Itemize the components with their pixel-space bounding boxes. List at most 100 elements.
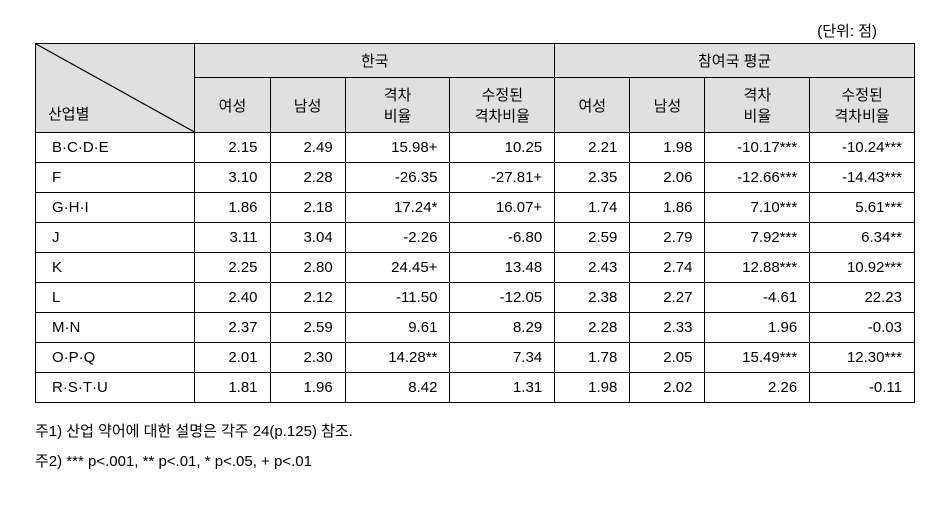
cell: 8.29 bbox=[450, 313, 555, 343]
cell: 2.01 bbox=[195, 343, 270, 373]
cell: 2.80 bbox=[270, 253, 345, 283]
col-header-part-gap: 격차비율 bbox=[705, 78, 810, 133]
footnote-2: 주2) *** p<.001, ** p<.01, * p<.05, + p<.… bbox=[35, 447, 907, 477]
cell: -14.43*** bbox=[810, 163, 915, 193]
cell: -4.61 bbox=[705, 283, 810, 313]
cell: 1.98 bbox=[630, 133, 705, 163]
cell: 2.43 bbox=[555, 253, 630, 283]
cell: 7.10*** bbox=[705, 193, 810, 223]
cell: 12.88*** bbox=[705, 253, 810, 283]
table-row: L 2.40 2.12 -11.50 -12.05 2.38 2.27 -4.6… bbox=[36, 283, 915, 313]
cell: 5.61*** bbox=[810, 193, 915, 223]
cell: -6.80 bbox=[450, 223, 555, 253]
cell: 1.86 bbox=[195, 193, 270, 223]
cell: 2.38 bbox=[555, 283, 630, 313]
cell: -2.26 bbox=[345, 223, 450, 253]
cell: 3.10 bbox=[195, 163, 270, 193]
cell: 10.92*** bbox=[810, 253, 915, 283]
table-row: M·N 2.37 2.59 9.61 8.29 2.28 2.33 1.96 -… bbox=[36, 313, 915, 343]
cell: 2.35 bbox=[555, 163, 630, 193]
table-row: B·C·D·E 2.15 2.49 15.98+ 10.25 2.21 1.98… bbox=[36, 133, 915, 163]
cell: 3.04 bbox=[270, 223, 345, 253]
corner-header: 산업별 bbox=[36, 44, 195, 133]
cell: 8.42 bbox=[345, 373, 450, 403]
cell: 2.33 bbox=[630, 313, 705, 343]
col-header-korea-male: 남성 bbox=[270, 78, 345, 133]
footnotes: 주1) 산업 약어에 대한 설명은 각주 24(p.125) 참조. 주2) *… bbox=[35, 417, 907, 477]
unit-label: (단위: 점) bbox=[20, 20, 907, 41]
cell: 3.11 bbox=[195, 223, 270, 253]
cell: -10.17*** bbox=[705, 133, 810, 163]
row-label: L bbox=[36, 283, 195, 313]
cell: 15.49*** bbox=[705, 343, 810, 373]
col-header-part-adjgap: 수정된격차비율 bbox=[810, 78, 915, 133]
table-body: B·C·D·E 2.15 2.49 15.98+ 10.25 2.21 1.98… bbox=[36, 133, 915, 403]
cell: -26.35 bbox=[345, 163, 450, 193]
cell: 12.30*** bbox=[810, 343, 915, 373]
cell: 16.07+ bbox=[450, 193, 555, 223]
cell: 2.25 bbox=[195, 253, 270, 283]
cell: 6.34** bbox=[810, 223, 915, 253]
cell: -11.50 bbox=[345, 283, 450, 313]
cell: 1.86 bbox=[630, 193, 705, 223]
cell: 2.06 bbox=[630, 163, 705, 193]
col-header-part-female: 여성 bbox=[555, 78, 630, 133]
row-label: G·H·I bbox=[36, 193, 195, 223]
col-header-korea-gap: 격차비율 bbox=[345, 78, 450, 133]
cell: 1.96 bbox=[270, 373, 345, 403]
cell: -12.05 bbox=[450, 283, 555, 313]
cell: 2.27 bbox=[630, 283, 705, 313]
cell: 15.98+ bbox=[345, 133, 450, 163]
cell: -0.03 bbox=[810, 313, 915, 343]
cell: 2.30 bbox=[270, 343, 345, 373]
cell: 1.81 bbox=[195, 373, 270, 403]
cell: 2.18 bbox=[270, 193, 345, 223]
cell: 2.21 bbox=[555, 133, 630, 163]
cell: 2.28 bbox=[270, 163, 345, 193]
group-header-korea: 한국 bbox=[195, 44, 555, 78]
row-label: K bbox=[36, 253, 195, 283]
row-label: J bbox=[36, 223, 195, 253]
group-header-participants: 참여국 평균 bbox=[555, 44, 915, 78]
cell: 1.78 bbox=[555, 343, 630, 373]
row-label: O·P·Q bbox=[36, 343, 195, 373]
table-row: O·P·Q 2.01 2.30 14.28** 7.34 1.78 2.05 1… bbox=[36, 343, 915, 373]
col-header-part-male: 남성 bbox=[630, 78, 705, 133]
cell: 2.28 bbox=[555, 313, 630, 343]
cell: 14.28** bbox=[345, 343, 450, 373]
row-label: M·N bbox=[36, 313, 195, 343]
row-label: B·C·D·E bbox=[36, 133, 195, 163]
table-row: J 3.11 3.04 -2.26 -6.80 2.59 2.79 7.92**… bbox=[36, 223, 915, 253]
cell: 1.96 bbox=[705, 313, 810, 343]
cell: 2.79 bbox=[630, 223, 705, 253]
footnote-1: 주1) 산업 약어에 대한 설명은 각주 24(p.125) 참조. bbox=[35, 417, 907, 447]
cell: -12.66*** bbox=[705, 163, 810, 193]
table-row: F 3.10 2.28 -26.35 -27.81+ 2.35 2.06 -12… bbox=[36, 163, 915, 193]
cell: -27.81+ bbox=[450, 163, 555, 193]
cell: 13.48 bbox=[450, 253, 555, 283]
row-label: R·S·T·U bbox=[36, 373, 195, 403]
cell: 2.59 bbox=[270, 313, 345, 343]
cell: 17.24* bbox=[345, 193, 450, 223]
cell: 1.74 bbox=[555, 193, 630, 223]
cell: 10.25 bbox=[450, 133, 555, 163]
cell: 2.37 bbox=[195, 313, 270, 343]
cell: 7.34 bbox=[450, 343, 555, 373]
cell: 1.98 bbox=[555, 373, 630, 403]
cell: 2.40 bbox=[195, 283, 270, 313]
col-header-korea-female: 여성 bbox=[195, 78, 270, 133]
table-row: K 2.25 2.80 24.45+ 13.48 2.43 2.74 12.88… bbox=[36, 253, 915, 283]
cell: 2.59 bbox=[555, 223, 630, 253]
cell: 24.45+ bbox=[345, 253, 450, 283]
cell: 2.02 bbox=[630, 373, 705, 403]
cell: -0.11 bbox=[810, 373, 915, 403]
table-row: G·H·I 1.86 2.18 17.24* 16.07+ 1.74 1.86 … bbox=[36, 193, 915, 223]
cell: 2.15 bbox=[195, 133, 270, 163]
cell: -10.24*** bbox=[810, 133, 915, 163]
cell: 9.61 bbox=[345, 313, 450, 343]
cell: 2.12 bbox=[270, 283, 345, 313]
cell: 1.31 bbox=[450, 373, 555, 403]
data-table: 산업별 한국 참여국 평균 여성 남성 격차비율 수정된격차비율 여성 남성 격… bbox=[35, 43, 915, 403]
cell: 7.92*** bbox=[705, 223, 810, 253]
col-header-korea-adjgap: 수정된격차비율 bbox=[450, 78, 555, 133]
